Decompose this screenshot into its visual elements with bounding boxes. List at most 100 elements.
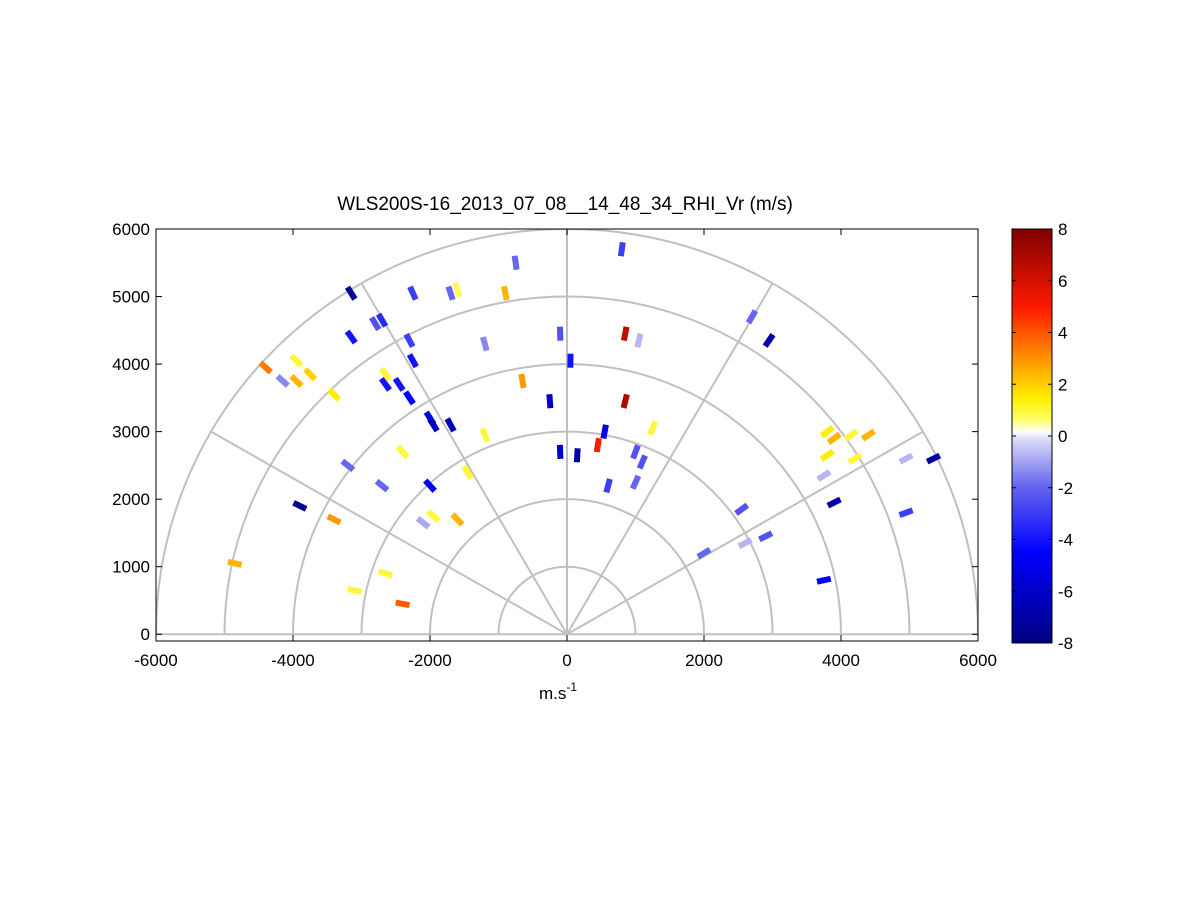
data-point [407,285,419,301]
data-point [501,285,510,301]
data-point [600,424,609,440]
data-point [745,309,759,325]
data-point [518,373,527,389]
y-tick-label: 5000 [112,288,150,307]
x-tick-label: 6000 [959,651,997,670]
spoke-line [566,430,924,636]
data-point [762,332,776,348]
colorbar-tick-label: 6 [1058,272,1067,291]
chart-title: WLS200S-16_2013_07_08__14_48_34_RHI_Vr (… [337,194,793,215]
data-point [423,478,437,493]
data-point [368,316,382,332]
data-point [227,558,243,568]
colorbar[interactable]: 8 6 4 2 0 -2 -4 -6 -8 [1011,220,1073,653]
data-point [395,599,411,609]
data-point [593,437,602,453]
x-tick-label: 4000 [822,651,860,670]
data-point [403,390,416,406]
data-point [327,387,342,402]
data-point [816,575,832,585]
colorbar-tick-label: -8 [1058,634,1073,653]
data-point [379,366,392,382]
x-axis-label: m.s-1 [539,680,577,703]
data-point [479,427,491,443]
data-point [344,329,358,345]
spoke-line [210,430,568,636]
y-tick-label: 0 [141,625,150,644]
colorbar-tick-label: 8 [1058,220,1067,239]
data-point [289,373,304,388]
data-point [406,353,419,369]
data-point [573,448,581,463]
data-point [403,332,416,349]
data-point [292,500,308,512]
data-point [415,516,431,530]
colorbar-tick-label: 0 [1058,427,1067,446]
data-point [847,452,863,465]
y-tick-label: 4000 [112,355,150,374]
data-point [826,496,842,509]
colorbar-tick-label: -2 [1058,479,1073,498]
x-tick-label: -2000 [408,651,451,670]
data-point [378,376,392,392]
data-point [634,332,644,348]
data-point [647,420,659,436]
data-point [860,428,876,442]
data-point [819,448,835,462]
data-point [375,312,389,328]
colorbar-tick-label: 4 [1058,324,1067,343]
data-marks [227,241,942,609]
y-tick-label: 3000 [112,423,150,442]
colorbar-tick-label: -6 [1058,582,1073,601]
data-point [898,452,914,465]
data-point [426,509,441,523]
data-point [826,431,842,445]
y-tick-label: 2000 [112,490,150,509]
data-point [696,547,712,560]
data-point [340,458,356,473]
data-point [758,530,774,543]
plot-area [155,228,979,642]
data-point [445,285,456,301]
x-tick-label: 2000 [685,651,723,670]
data-point [275,374,290,388]
colorbar-tick-label: -4 [1058,531,1073,550]
x-axis: -6000 -4000 -2000 0 2000 4000 6000 [134,229,997,670]
data-point [374,478,390,493]
data-point [546,394,554,409]
data-point [450,512,465,527]
spoke-line [360,282,568,635]
y-tick-label: 1000 [112,558,150,577]
data-point [819,424,835,439]
data-point [898,507,914,518]
data-point [843,428,859,442]
data-point [567,353,574,368]
data-point [444,417,457,433]
data-point [734,502,750,516]
data-point [344,285,358,301]
data-point [816,469,832,482]
data-point [556,444,564,459]
x-axis-label-base: m.s [539,684,566,703]
y-tick-label: 6000 [112,220,150,239]
data-point [556,326,564,341]
x-tick-label: 0 [562,651,571,670]
data-point [392,376,406,392]
data-point [636,454,648,470]
data-point [617,241,626,257]
colorbar-ticks: 8 6 4 2 0 -2 -4 -6 -8 [1012,220,1073,653]
data-point [427,417,440,433]
colorbar-tick-label: 2 [1058,375,1067,394]
data-point [289,353,304,368]
x-tick-label: -6000 [134,651,177,670]
data-point [461,464,474,480]
data-point [629,474,642,490]
data-point [452,282,463,298]
data-point [925,452,942,465]
spoke-line [566,282,774,635]
data-point [511,255,520,271]
data-point [630,444,641,460]
data-point [737,537,753,549]
data-point [395,444,410,460]
